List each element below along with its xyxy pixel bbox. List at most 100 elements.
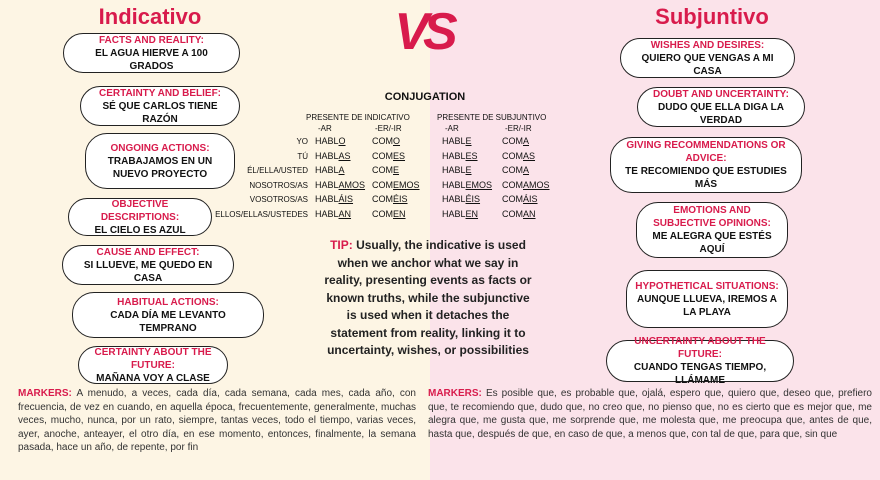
- category-pill: GIVING RECOMMENDATIONS OR ADVICE: TE RECO…: [610, 137, 802, 193]
- markers-text: A menudo, a veces, cada día, cada semana…: [18, 388, 416, 453]
- category-pill: EMOTIONS AND SUBJECTIVE OPINIONS: ME ALEG…: [636, 202, 788, 258]
- tip: TIP: Usually, the indicative is used whe…: [323, 237, 533, 360]
- verb-ending: A: [523, 165, 530, 175]
- conjugation-title: CONJUGATION: [384, 91, 466, 103]
- subjunctive-markers: MARKERS: Es posible que, es probable que…: [428, 387, 872, 441]
- category-title: CERTAINTY AND BELIEF:: [98, 87, 222, 99]
- verb-ending: ES: [393, 150, 406, 161]
- subjunctive-title: Subjuntivo: [655, 4, 769, 29]
- verb-stem: COM: [372, 165, 393, 175]
- verb-form: HABLAN: [315, 209, 351, 219]
- verb-ending: E: [465, 136, 472, 146]
- verb-ending: ÁIS: [523, 194, 538, 204]
- vs-logo: VS: [394, 3, 457, 61]
- verb-ending: A: [338, 165, 345, 175]
- indicative-title: Indicativo: [98, 4, 202, 29]
- column-header: -ER/-IR: [505, 124, 532, 133]
- verb-stem: HABL: [442, 208, 466, 219]
- column-header: -AR: [445, 124, 459, 133]
- verb-ending: ÁIS: [338, 194, 354, 204]
- verb-form: HABLEMOS: [442, 180, 492, 190]
- category-title: CAUSE AND EFFECT:: [96, 246, 200, 258]
- indicative-markers: MARKERS: A menudo, a veces, cada día, ca…: [18, 387, 416, 455]
- category-example: ME ALEGRA QUE ESTÉS AQUÍ: [652, 231, 772, 255]
- category-pill: CAUSE AND EFFECT: SI LLUEVE, ME QUEDO EN …: [62, 245, 234, 285]
- verb-stem: COM: [502, 165, 523, 175]
- verb-form: HABLE: [442, 165, 472, 175]
- verb-form: COMAMOS: [502, 180, 550, 190]
- markers-label: MARKERS:: [18, 388, 72, 399]
- pronoun: NOSOTROS/AS: [249, 180, 308, 190]
- verb-stem: COM: [502, 136, 523, 146]
- verb-stem: COM: [502, 194, 523, 204]
- pronoun: VOSOTROS/AS: [249, 195, 308, 204]
- column-header: -ER/-IR: [375, 124, 402, 133]
- verb-stem: HABL: [442, 136, 466, 146]
- category-pill: HABITUAL ACTIONS: CADA DÍA ME LEVANTO TEM…: [72, 292, 264, 338]
- category-example: EL AGUA HIERVE A 100 GRADOS: [95, 47, 208, 72]
- verb-stem: COM: [372, 208, 393, 219]
- category-title: FACTS AND REALITY:: [99, 34, 204, 46]
- category-title: CERTAINTY ABOUT THE FUTURE:: [94, 346, 212, 371]
- category-title: OBJECTIVE DESCRIPTIONS:: [100, 198, 180, 223]
- verb-stem: COM: [502, 208, 523, 219]
- verb-stem: HABL: [315, 179, 339, 190]
- verb-stem: HABL: [442, 179, 466, 190]
- verb-stem: COM: [372, 194, 393, 204]
- verb-ending: E: [465, 165, 472, 175]
- pronoun: YO: [296, 137, 308, 146]
- verb-form: COMEN: [372, 209, 406, 219]
- verb-stem: COM: [372, 136, 393, 146]
- category-pill: CERTAINTY ABOUT THE FUTURE: MAÑANA VOY A …: [78, 346, 228, 384]
- category-pill: WISHES AND DESIRES: QUIERO QUE VENGAS A M…: [620, 38, 795, 78]
- markers-label: MARKERS:: [428, 388, 482, 399]
- verb-ending: EN: [393, 208, 406, 219]
- category-title: HYPOTHETICAL SITUATIONS:: [635, 280, 779, 292]
- verb-ending: E: [393, 165, 400, 175]
- verb-ending: AS: [523, 150, 536, 161]
- verb-form: HABLEN: [442, 209, 478, 219]
- category-example: CUANDO TENGAS TIEMPO, LLÁMAME: [633, 362, 767, 386]
- verb-stem: COM: [372, 150, 393, 161]
- category-title: EMOTIONS AND SUBJECTIVE OPINIONS:: [653, 205, 771, 229]
- verb-form: COMO: [372, 136, 400, 146]
- tip-label: TIP:: [330, 238, 353, 252]
- category-pill: HYPOTHETICAL SITUATIONS: AUNQUE LLUEVA, I…: [626, 270, 788, 328]
- verb-form: HABLO: [315, 136, 346, 146]
- verb-form: HABLES: [442, 151, 478, 161]
- verb-stem: COM: [502, 179, 523, 190]
- column-header: -AR: [318, 124, 332, 133]
- verb-form: HABLA: [315, 165, 345, 175]
- markers-text: Es posible que, es probable que, ojalá, …: [428, 388, 872, 440]
- category-pill: ONGOING ACTIONS: TRABAJAMOS EN UN NUEVO P…: [85, 133, 235, 189]
- pronoun: ELLOS/ELLAS/USTEDES: [215, 209, 308, 219]
- verb-stem: HABL: [442, 194, 466, 204]
- category-example: EL CIELO ES AZUL: [94, 224, 186, 236]
- verb-form: COMAS: [502, 151, 535, 161]
- verb-stem: HABL: [315, 150, 339, 161]
- verb-form: COMES: [372, 151, 405, 161]
- category-example: CADA DÍA ME LEVANTO TEMPRANO: [110, 309, 226, 334]
- verb-stem: HABL: [442, 150, 466, 161]
- verb-form: COMA: [502, 136, 529, 146]
- verb-ending: AN: [523, 208, 536, 219]
- verb-ending: AS: [338, 150, 351, 161]
- category-example: SÉ QUE CARLOS TIENE RAZÓN: [102, 100, 218, 125]
- category-pill: OBJECTIVE DESCRIPTIONS: EL CIELO ES AZUL: [68, 198, 212, 236]
- category-example: QUIERO QUE VENGAS A MI CASA: [641, 52, 774, 77]
- category-pill: DOUBT AND UNCERTAINTY: DUDO QUE ELLA DIGA…: [637, 87, 805, 127]
- verb-form: COMA: [502, 165, 529, 175]
- verb-ending: A: [523, 136, 530, 146]
- verb-ending: AMOS: [523, 179, 550, 190]
- verb-form: HABLAS: [315, 151, 351, 161]
- verb-ending: ES: [465, 150, 478, 161]
- category-title: DOUBT AND UNCERTAINTY:: [653, 88, 789, 100]
- verb-form: COMAN: [502, 209, 536, 219]
- verb-form: COMÁIS: [502, 194, 538, 204]
- category-pill: FACTS AND REALITY: EL AGUA HIERVE A 100 G…: [63, 33, 240, 73]
- verb-stem: COM: [372, 179, 393, 190]
- verb-ending: O: [393, 136, 401, 146]
- verb-form: HABLÁIS: [315, 194, 353, 204]
- tip-text: Usually, the indicative is used when we …: [324, 238, 532, 357]
- category-example: AUNQUE LLUEVA, IREMOS A LA PLAYA: [636, 293, 777, 318]
